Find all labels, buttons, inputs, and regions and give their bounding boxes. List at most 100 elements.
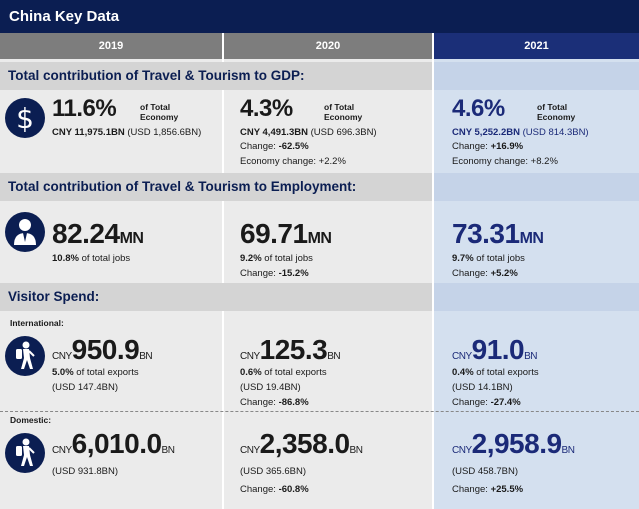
international-2019-share: 5.0% of total exports	[52, 366, 139, 379]
currency-prefix: CNY	[52, 445, 72, 456]
employment-2020-pct: 9.2%	[240, 253, 262, 264]
of-total-jobs: of total jobs	[473, 253, 525, 264]
domestic-2021-number: 2,958.9	[471, 428, 562, 459]
change-value: -86.8%	[278, 397, 309, 408]
gdp-2019-usd: (USD 1,856.6BN)	[124, 127, 202, 138]
change-label: Change:	[240, 397, 279, 408]
international-2019-usd: (USD 147.4BN)	[52, 382, 118, 393]
domestic-2019-number: 6,010.0	[71, 428, 162, 459]
of-total-label: of Total	[537, 102, 568, 112]
gdp-2020-change: Change: -62.5%	[240, 140, 309, 153]
section-bar-gdp	[0, 62, 432, 90]
gdp-2019-cny: CNY 11,975.1BN	[52, 127, 125, 138]
employment-2020-share: 9.2% of total jobs	[240, 252, 313, 265]
domestic-2020-number: 2,358.0	[259, 428, 350, 459]
employment-unit: MN	[307, 230, 332, 247]
employment-2021-pct: 9.7%	[452, 253, 474, 264]
domestic-2019-value: CNY6,010.0BN	[52, 428, 175, 459]
change-label: Change:	[452, 397, 491, 408]
change-label: Change:	[240, 141, 279, 152]
year-header-2021: 2021	[434, 33, 639, 59]
section-bar-employment-2021	[434, 173, 639, 201]
employment-2021-share: 9.7% of total jobs	[452, 252, 525, 265]
divider	[0, 411, 639, 412]
change-label: Change:	[240, 484, 279, 495]
economy-label: Economy	[537, 112, 576, 122]
employment-2019-pct: 10.8%	[52, 253, 79, 264]
economy-label: Economy	[140, 112, 179, 122]
change-value: +25.5%	[490, 484, 524, 495]
change-value: -60.8%	[278, 484, 309, 495]
international-2021-usd: (USD 14.1BN)	[452, 382, 513, 393]
section-title-employment: Total contribution of Travel & Tourism t…	[8, 179, 357, 194]
change-label: Change:	[452, 141, 491, 152]
gdp-2020-of-total: of Total Economy	[324, 102, 362, 122]
section-title-gdp: Total contribution of Travel & Tourism t…	[8, 68, 305, 83]
change-value: -27.4%	[490, 397, 521, 408]
employment-2021-change: Change: +5.2%	[452, 267, 518, 280]
employment-unit: MN	[119, 230, 144, 247]
domestic-2020-value: CNY2,358.0BN	[240, 428, 363, 459]
employment-2019-value: 82.24MN	[52, 220, 144, 248]
international-2019-number: 950.9	[71, 334, 140, 365]
traveller-icon	[5, 433, 45, 473]
section-bar-employment	[0, 173, 432, 201]
gdp-2019-percent: 11.6%	[52, 95, 117, 122]
gdp-2019-value: CNY 11,975.1BN (USD 1,856.6BN)	[52, 126, 201, 139]
currency-prefix: CNY	[240, 351, 260, 362]
domestic-2020-change: Change: -60.8%	[240, 483, 309, 496]
of-total-jobs: of total jobs	[78, 253, 131, 264]
employment-unit: MN	[519, 230, 544, 247]
employment-2020-number: 69.71	[240, 218, 308, 249]
page-title: China Key Data	[0, 0, 639, 33]
gdp-2020-percent: 4.3%	[240, 95, 293, 122]
section-bar-visitor	[0, 283, 432, 311]
domestic-2019-usd: (USD 931.8BN)	[52, 466, 118, 477]
gdp-2020-economy-change: Economy change: +2.2%	[240, 156, 346, 167]
change-value: +5.2%	[490, 268, 518, 279]
domestic-2020-usd: (USD 365.6BN)	[240, 466, 306, 477]
international-label: International:	[10, 318, 64, 328]
international-2019-pct: 5.0%	[52, 367, 74, 378]
employment-2019-share: 10.8% of total jobs	[52, 252, 130, 265]
gdp-2021-value: CNY 5,252.2BN (USD 814.3BN)	[452, 126, 589, 139]
international-2021-share: 0.4% of total exports	[452, 366, 539, 379]
international-2020-value: CNY125.3BN	[240, 334, 341, 365]
international-2020-share: 0.6% of total exports	[240, 366, 327, 379]
year-header-2019: 2019	[0, 33, 222, 59]
gdp-2021-change: Change: +16.9%	[452, 140, 523, 153]
traveller-icon	[5, 336, 45, 376]
bn-suffix: BN	[524, 351, 538, 362]
gdp-2021-cny: CNY 5,252.2BN	[452, 127, 520, 138]
year-header-2020: 2020	[224, 33, 432, 59]
gdp-2021-percent: 4.6%	[452, 95, 505, 122]
international-2021-value: CNY91.0BN	[452, 336, 538, 364]
gdp-2021-of-total: of Total Economy	[537, 102, 575, 122]
of-total-exports: of total exports	[473, 367, 539, 378]
section-bar-gdp-2021	[434, 62, 639, 90]
currency-prefix: CNY	[240, 445, 260, 456]
international-2020-number: 125.3	[259, 334, 328, 365]
bn-suffix: BN	[349, 445, 363, 456]
international-2021-pct: 0.4%	[452, 367, 474, 378]
gdp-2020-value: CNY 4,491.3BN (USD 696.3BN)	[240, 126, 377, 139]
change-label: Change:	[452, 484, 491, 495]
employment-2020-value: 69.71MN	[240, 218, 332, 249]
of-total-exports: of total exports	[73, 367, 139, 378]
currency-prefix: CNY	[52, 351, 72, 362]
economy-label: Economy	[324, 112, 363, 122]
change-label: Change:	[240, 268, 279, 279]
domestic-label: Domestic:	[10, 415, 52, 425]
employment-2021-number: 73.31	[452, 218, 520, 249]
dollar-icon: $	[5, 98, 45, 138]
bn-suffix: BN	[161, 445, 175, 456]
of-total-label: of Total	[140, 102, 171, 112]
international-2020-usd: (USD 19.4BN)	[240, 382, 301, 393]
employment-2020-change: Change: -15.2%	[240, 267, 309, 280]
international-2019-value: CNY950.9BN	[52, 334, 153, 365]
gdp-2021-usd: (USD 814.3BN)	[519, 127, 589, 138]
section-bar-visitor-2021	[434, 283, 639, 311]
of-total-exports: of total exports	[261, 367, 327, 378]
change-value: -15.2%	[278, 268, 309, 279]
